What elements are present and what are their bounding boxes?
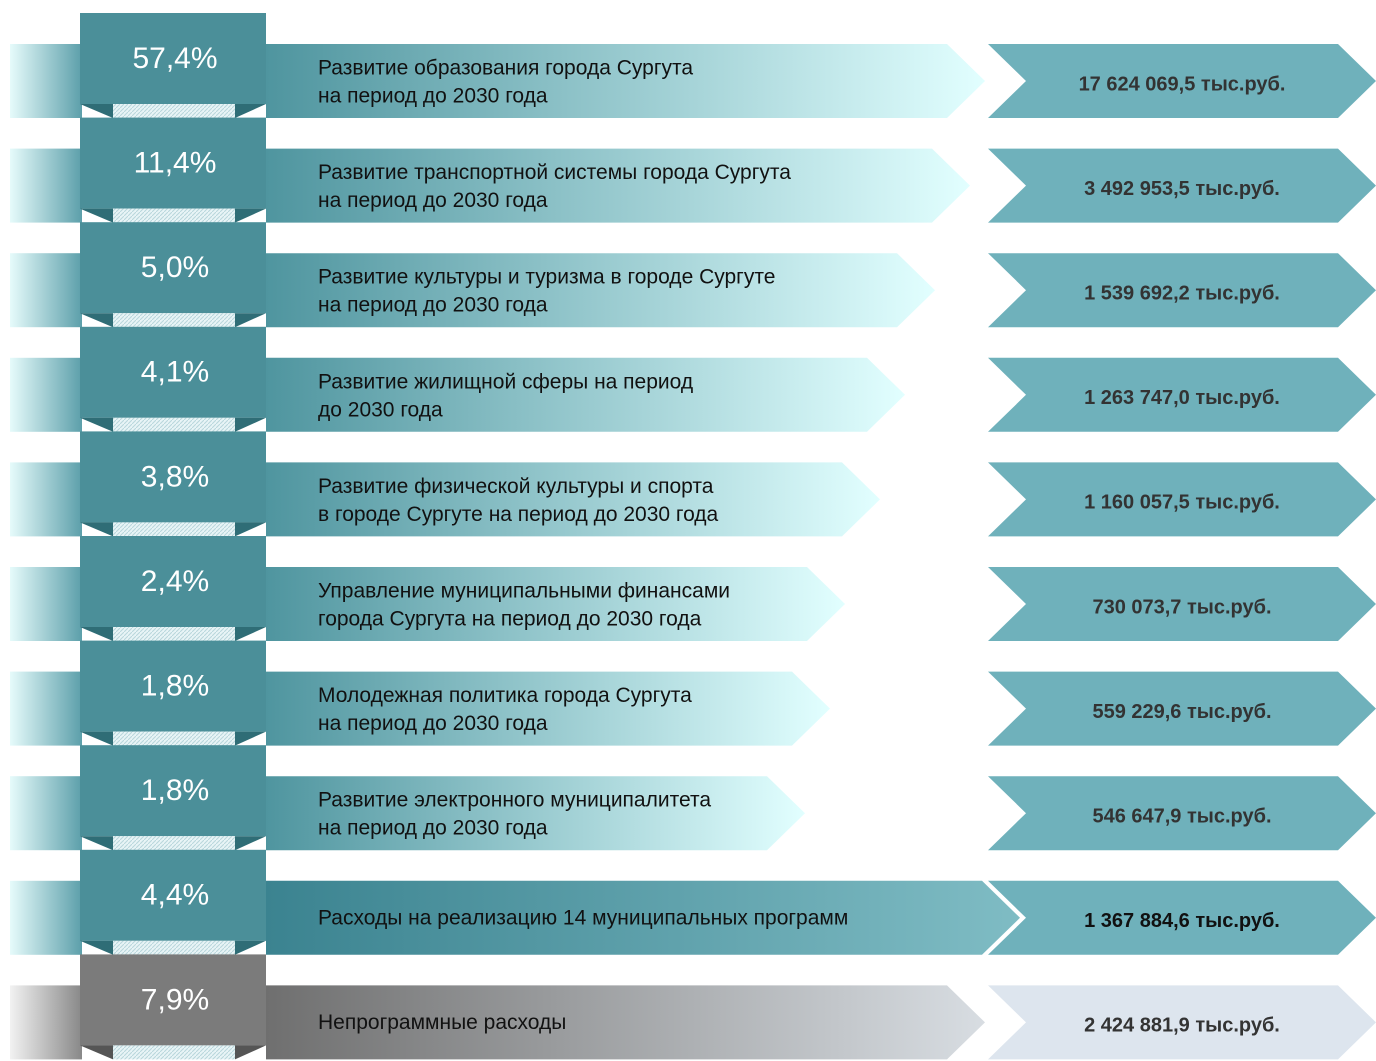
program-label: на период до 2030 года <box>318 294 548 317</box>
amount-chevron <box>988 44 1376 118</box>
tab-fold <box>80 417 266 432</box>
program-label: на период до 2030 года <box>318 817 548 840</box>
amount: 1 263 747,0 тыс.руб. <box>1084 387 1280 409</box>
percent: 4,1% <box>141 356 209 389</box>
amount: 1 160 057,5 тыс.руб. <box>1084 492 1280 514</box>
left-band <box>10 880 82 955</box>
label-band <box>266 462 880 537</box>
tab-strip <box>113 313 235 328</box>
amount-chevron <box>988 462 1376 537</box>
percent-tab <box>80 431 266 523</box>
percent-tab <box>80 954 266 1046</box>
percent-tab <box>80 640 266 732</box>
tab-strip <box>113 836 235 851</box>
program-label: Непрограммные расходы <box>318 1011 566 1034</box>
left-band <box>10 357 82 432</box>
program-label: Расходы на реализацию 14 муниципальных п… <box>318 906 848 929</box>
left-band <box>10 985 82 1060</box>
amount: 546 647,9 тыс.руб. <box>1092 805 1271 827</box>
tab-fold <box>80 208 266 223</box>
percent: 4,4% <box>141 879 209 912</box>
percent-tab <box>80 222 266 314</box>
tab-fold <box>80 1045 266 1060</box>
amount: 1 367 884,6 тыс.руб. <box>1084 910 1280 932</box>
amount-chevron <box>988 776 1376 851</box>
left-band <box>10 44 82 118</box>
tab-strip <box>113 1045 235 1060</box>
percent-tab <box>80 745 266 837</box>
program-label: Развитие культуры и туризма в городе Сур… <box>318 266 775 289</box>
percent: 2,4% <box>141 565 209 598</box>
amount: 559 229,6 тыс.руб. <box>1092 701 1271 723</box>
tab-strip <box>113 522 235 537</box>
amount-chevron <box>988 148 1376 223</box>
tab-fold <box>80 836 266 851</box>
tab-strip <box>113 104 235 118</box>
left-band <box>10 462 82 537</box>
percent: 7,9% <box>141 983 209 1016</box>
left-band <box>10 148 82 223</box>
percent: 5,0% <box>141 251 209 284</box>
percent: 3,8% <box>141 460 209 493</box>
left-band <box>10 671 82 746</box>
tab-strip <box>113 208 235 223</box>
left-band <box>10 253 82 328</box>
program-label: Управление муниципальными финансами <box>318 580 730 603</box>
program-label: на период до 2030 года <box>318 85 548 108</box>
tab-fold <box>80 313 266 328</box>
amount: 730 073,7 тыс.руб. <box>1092 596 1271 618</box>
percent: 1,8% <box>141 670 209 703</box>
percent-tab <box>80 117 266 209</box>
tab-fold <box>80 522 266 537</box>
tab-strip <box>113 731 235 746</box>
label-band <box>266 776 805 851</box>
tab-strip <box>113 940 235 955</box>
label-band <box>266 567 845 641</box>
label-band <box>266 357 905 432</box>
amount: 1 539 692,2 тыс.руб. <box>1084 282 1280 304</box>
program-label: Развитие образования города Сургута <box>318 57 693 80</box>
amount: 3 492 953,5 тыс.руб. <box>1084 178 1280 200</box>
program-label: в городе Сургуте на период до 2030 года <box>318 503 719 526</box>
program-label: Молодежная политика города Сургута <box>318 684 692 707</box>
amount-chevron <box>988 880 1376 955</box>
amount-chevron <box>988 671 1376 746</box>
label-band <box>266 671 830 746</box>
percent: 57,4% <box>132 42 217 75</box>
program-label: города Сургута на период до 2030 года <box>318 608 702 631</box>
percent-tab <box>80 326 266 418</box>
tab-fold <box>80 627 266 641</box>
label-band <box>266 148 970 223</box>
program-label: на период до 2030 года <box>318 189 548 212</box>
program-label: Развитие электронного муниципалитета <box>318 789 711 812</box>
amount: 17 624 069,5 тыс.руб. <box>1079 73 1286 95</box>
percent: 11,4% <box>134 147 217 180</box>
tab-strip <box>113 627 235 641</box>
label-band <box>266 44 985 118</box>
amount-chevron <box>988 253 1376 328</box>
program-label: Развитие жилищной сферы на период <box>318 370 693 393</box>
amount-chevron <box>988 567 1376 641</box>
tab-strip <box>113 417 235 432</box>
label-band <box>266 985 985 1060</box>
amount-chevron <box>988 357 1376 432</box>
amount: 2 424 881,9 тыс.руб. <box>1084 1015 1280 1037</box>
percent-tab <box>80 13 266 104</box>
program-label: на период до 2030 года <box>318 712 548 735</box>
amount-chevron <box>988 985 1376 1060</box>
label-band <box>266 253 935 328</box>
label-band <box>266 880 1020 955</box>
percent-tab <box>80 849 266 941</box>
tab-fold <box>80 104 266 118</box>
tab-fold <box>80 940 266 955</box>
program-label: до 2030 года <box>318 398 443 421</box>
percent: 1,8% <box>141 774 209 807</box>
left-band <box>10 567 82 641</box>
left-band <box>10 776 82 851</box>
program-label: Развитие физической культуры и спорта <box>318 475 714 498</box>
percent-tab <box>80 536 266 627</box>
tab-fold <box>80 731 266 746</box>
program-label: Развитие транспортной системы города Сур… <box>318 161 791 184</box>
